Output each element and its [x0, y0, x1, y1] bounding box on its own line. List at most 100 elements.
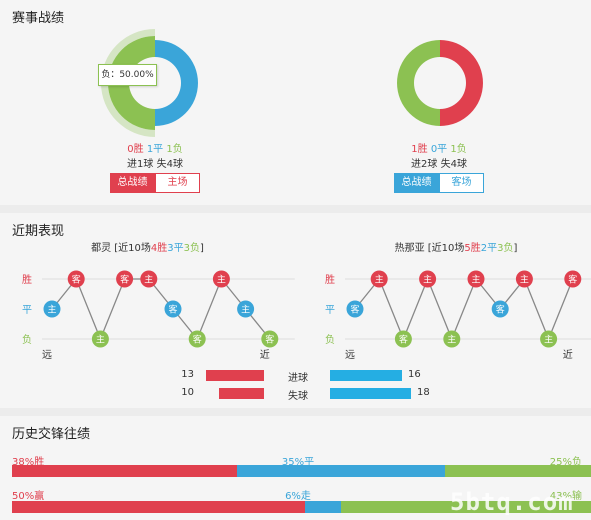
right-match-point[interactable] — [419, 270, 437, 288]
history-handicap-win-segment — [12, 501, 306, 513]
left-losses: 1负 — [166, 144, 183, 155]
left-match-venue: 客 — [168, 304, 177, 316]
right-donut-win-slice[interactable] — [440, 40, 483, 126]
left-match-point[interactable] — [67, 270, 85, 288]
left-near-label: 近 — [260, 348, 270, 361]
right-goals: 进2球 失4球 — [411, 159, 467, 170]
goals-against-left-value: 10 — [181, 387, 194, 398]
left-match-point[interactable] — [188, 330, 206, 348]
left-match-venue: 主 — [96, 334, 105, 346]
history-handicap-loss-label: 43%输 — [549, 491, 582, 502]
left-record-donut[interactable] — [100, 28, 210, 138]
right-donut-loss-slice[interactable] — [397, 40, 440, 126]
right-match-venue: 主 — [471, 274, 480, 286]
right-match-point[interactable] — [370, 270, 388, 288]
history-panel: 历史交锋往绩 38%胜 35%平 25%负 50%赢 6%走 43%输 — [0, 416, 591, 520]
goals-for-right-bar — [330, 370, 402, 381]
left-donut-loss-slice[interactable] — [108, 36, 155, 130]
history-result-draw-segment — [237, 465, 445, 477]
right-match-point[interactable] — [491, 300, 509, 318]
left-match-point[interactable] — [261, 330, 279, 348]
right-match-venue: 客 — [399, 334, 408, 346]
right-team-name: 热那亚 — [394, 243, 425, 254]
goals-against-right-value: 18 — [417, 387, 430, 398]
right-match-venue: 客 — [568, 274, 577, 286]
left-far-label: 远 — [42, 349, 52, 361]
right-wdl: 1胜 0平 1负 — [389, 140, 489, 155]
left-match-point[interactable] — [140, 270, 158, 288]
goals-against-label: 失球 — [288, 391, 308, 402]
right-match-point[interactable] — [467, 270, 485, 288]
right-match-point[interactable] — [564, 270, 582, 288]
right-y-label-draw: 平 — [325, 305, 335, 316]
right-recent-heading: 热那亚 [近10场5胜2平3负] — [394, 243, 518, 254]
goals-against-right-bar — [330, 388, 411, 399]
left-wins: 0胜 — [127, 144, 144, 155]
left-match-venue: 主 — [217, 274, 226, 286]
left-match-venue: 主 — [241, 304, 250, 316]
right-far-label: 远 — [345, 349, 355, 361]
right-away-button[interactable]: 客场 — [439, 173, 484, 193]
left-wdl: 0胜 1平 1负 — [105, 140, 205, 155]
history-result-win-segment — [12, 465, 238, 477]
left-match-point[interactable] — [116, 270, 134, 288]
history-handicap-loss-segment — [340, 501, 591, 513]
left-donut-loss-halo — [101, 29, 155, 137]
left-match-venue: 客 — [193, 334, 202, 346]
history-handicap-draw-segment — [305, 501, 341, 513]
history-handicap-win-label: 50%赢 — [12, 491, 45, 502]
left-match-point[interactable] — [164, 300, 182, 318]
right-match-venue: 主 — [544, 334, 553, 346]
left-match-venue: 主 — [47, 304, 56, 316]
history-win-label: 38%胜 — [12, 457, 45, 468]
left-draws: 1平 — [146, 144, 164, 155]
right-match-venue: 客 — [350, 304, 359, 316]
right-total-record-button[interactable]: 总战绩 — [394, 173, 439, 193]
left-home-button[interactable]: 主场 — [155, 173, 200, 193]
donut-tooltip: 负：50.00% — [98, 64, 157, 86]
recent-form-chart: 胜平负主客主客 主客客主主客远近 胜平负客主客主主主客主主客远近 — [22, 270, 591, 361]
right-draws: 0平 — [430, 144, 448, 155]
left-match-venue: 客 — [72, 274, 81, 286]
left-match-point[interactable] — [91, 330, 109, 348]
left-y-label-win: 胜 — [22, 274, 32, 286]
right-losses: 1负 — [450, 144, 467, 155]
left-match-point[interactable] — [237, 300, 255, 318]
left-y-label-draw: 平 — [22, 305, 32, 316]
left-form-line — [51, 277, 271, 341]
right-match-point[interactable] — [515, 270, 533, 288]
record-title: 赛事战绩 — [12, 11, 65, 26]
history-draw-label: 35%平 — [281, 457, 315, 468]
right-match-venue: 客 — [496, 304, 505, 316]
left-y-label-loss: 负 — [22, 333, 32, 346]
right-match-point[interactable] — [443, 330, 461, 348]
right-match-point[interactable] — [346, 300, 364, 318]
record-panel: 赛事战绩 负：50.00% 0胜 1平 1负 进1球 失4球 总战绩 主场 1胜… — [0, 0, 591, 205]
left-match-point[interactable] — [212, 270, 230, 288]
left-match-point[interactable] — [43, 300, 61, 318]
right-match-point[interactable] — [394, 330, 412, 348]
right-match-point[interactable] — [540, 330, 558, 348]
goals-for-left-value: 13 — [181, 369, 194, 380]
recent-panel: 近期表现 都灵 [近10场4胜3平3负] 热那亚 [近10场5胜2平3负] 胜平… — [0, 213, 591, 408]
goals-for-left-bar — [205, 370, 264, 381]
left-team-name: 都灵 — [91, 243, 112, 254]
right-y-label-win: 胜 — [325, 274, 335, 286]
right-wins: 1胜 — [411, 144, 428, 155]
left-match-venue: 客 — [265, 334, 274, 346]
left-donut-draw-slice[interactable] — [155, 40, 198, 126]
right-match-venue: 主 — [520, 274, 529, 286]
recent-title: 近期表现 — [12, 224, 65, 239]
right-match-venue: 主 — [423, 274, 432, 286]
history-result-loss-segment — [444, 465, 591, 477]
left-match-venue: 主 — [144, 274, 153, 286]
right-form-line — [354, 277, 574, 341]
left-goals: 进1球 失4球 — [127, 159, 183, 170]
left-recent-heading: 都灵 [近10场4胜3平3负] — [91, 243, 204, 254]
history-title: 历史交锋往绩 — [12, 427, 91, 442]
left-total-record-button[interactable]: 总战绩 — [110, 173, 155, 193]
watermark: 5btq.com — [450, 488, 574, 516]
right-record-donut[interactable] — [385, 28, 495, 138]
right-near-label: 近 — [563, 348, 573, 361]
right-y-label-loss: 负 — [325, 333, 335, 346]
